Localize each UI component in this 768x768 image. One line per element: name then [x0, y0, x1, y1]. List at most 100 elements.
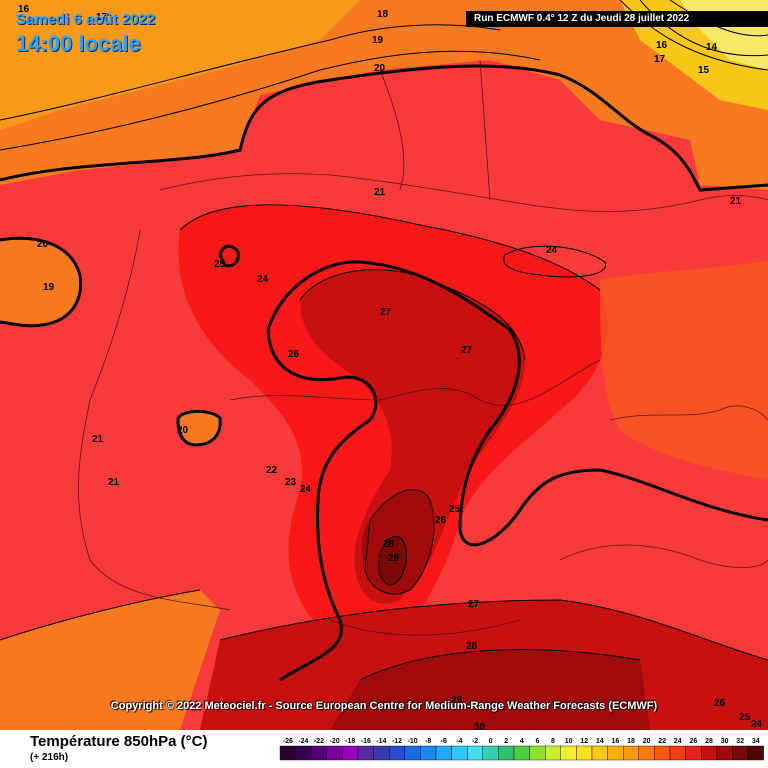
- legend-swatch: [357, 745, 374, 761]
- legend-tick-label: -18: [345, 738, 355, 745]
- legend-tick-label: -26: [283, 738, 293, 745]
- legend-swatch: [654, 745, 671, 761]
- isotherm-25-inner: [266, 329, 378, 682]
- label-29-s: 29: [451, 695, 463, 706]
- legend-swatch: [404, 745, 421, 761]
- legend-swatch: [466, 745, 483, 761]
- legend-swatch: [669, 745, 686, 761]
- legend-tick-label: 2: [504, 738, 508, 745]
- legend-swatch: [513, 745, 530, 761]
- legend-swatch: [311, 745, 328, 761]
- legend-swatch: [732, 745, 749, 761]
- legend-tick-label: -10: [408, 738, 418, 745]
- legend-swatch: [498, 745, 515, 761]
- temperature-map: 16 17 18 19 20 16 17 14 15 21 21 20 19 2…: [0, 0, 768, 730]
- legend-tick-label: 32: [736, 738, 744, 745]
- legend-swatch: [591, 745, 608, 761]
- legend-tick-label: -22: [314, 738, 324, 745]
- legend-tick-label: -4: [456, 738, 462, 745]
- isotherm-20-north: [0, 64, 768, 192]
- legend-tick-label: 12: [580, 738, 588, 745]
- label-24-a: 24: [257, 274, 269, 285]
- label-21-sw-b: 21: [108, 477, 120, 488]
- legend-tick-label: 20: [643, 738, 651, 745]
- label-21-mid: 21: [374, 187, 386, 198]
- label-24-c: 24: [300, 484, 312, 495]
- isotherm-20-west: [0, 236, 83, 328]
- field-east-orange: [600, 260, 768, 480]
- label-19-west: 19: [43, 282, 55, 293]
- legend-tick-label: 14: [596, 738, 604, 745]
- legend-swatch: [716, 745, 733, 761]
- label-21-east: 21: [730, 196, 742, 207]
- coastlines: [78, 59, 768, 636]
- run-info: Run ECMWF 0.4° 12 Z du Jeudi 28 juillet …: [466, 11, 768, 27]
- legend-tick-label: -16: [361, 738, 371, 745]
- field-core-27: [300, 269, 525, 604]
- label-24-se: 24: [751, 719, 763, 730]
- forecast-date: Samedi 6 août 2022: [16, 11, 156, 28]
- label-27-a: 27: [380, 307, 392, 318]
- legend-tick-label: 0: [489, 738, 493, 745]
- legend-tick-label: 22: [658, 738, 666, 745]
- legend-swatch: [529, 745, 546, 761]
- label-20-top: 20: [374, 63, 386, 74]
- legend-swatch: [638, 745, 655, 761]
- legend-tick-label: 8: [551, 738, 555, 745]
- legend-tick-label: -24: [298, 738, 308, 745]
- label-15-ne: 15: [698, 65, 710, 76]
- label-18-top: 18: [377, 9, 389, 20]
- legend-swatch: [560, 745, 577, 761]
- legend-tick-label: 24: [674, 738, 682, 745]
- legend-swatch: [326, 745, 343, 761]
- legend-tick-label: -8: [425, 738, 431, 745]
- label-27-b: 27: [461, 345, 473, 356]
- legend-swatch: [295, 745, 312, 761]
- isotherm-20-sw: [176, 410, 222, 447]
- legend-tick-label: 4: [520, 738, 524, 745]
- legend-swatch: [482, 745, 499, 761]
- label-23: 23: [285, 477, 297, 488]
- legend-swatch: [607, 745, 624, 761]
- field-west-blob: [0, 238, 81, 326]
- legend-tick-label: 6: [535, 738, 539, 745]
- forecast-lead: (+ 216h): [30, 752, 69, 763]
- field-south-30: [330, 649, 650, 730]
- label-27-s: 27: [468, 599, 480, 610]
- label-22: 22: [266, 465, 278, 476]
- label-25-c: 25: [449, 504, 461, 515]
- label-28: 28: [383, 539, 395, 550]
- label-20-west: 20: [37, 239, 49, 250]
- label-20-sw: 20: [177, 425, 189, 436]
- legend-tick-label: -12: [392, 738, 402, 745]
- label-16-ne: 16: [656, 40, 668, 51]
- label-16-tl: 16: [18, 4, 30, 15]
- legend-swatch: [451, 745, 468, 761]
- label-26-se: 26: [714, 698, 726, 709]
- isotherm-25: [266, 260, 768, 547]
- legend-tick-label: -2: [472, 738, 478, 745]
- legend-swatch: [747, 745, 764, 761]
- legend-tick-label: -20: [330, 738, 340, 745]
- label-28-s: 28: [466, 641, 478, 652]
- legend-tick-label: 18: [627, 738, 635, 745]
- color-legend: -26 -24 -22 -20 -18 -16 -14 -12 -10 -8 -6 -4 -2 0 2 4 6 8…: [279, 738, 764, 761]
- legend-swatch: [545, 745, 562, 761]
- field-sw-orange: [0, 590, 220, 730]
- legend-swatch: [701, 745, 718, 761]
- label-17-ne: 17: [654, 54, 666, 65]
- label-25: 25: [214, 259, 226, 270]
- legend-swatch: [342, 745, 359, 761]
- label-21-sw-a: 21: [92, 434, 104, 445]
- legend-tick-label: -14: [376, 738, 386, 745]
- legend-tick-label: -6: [441, 738, 447, 745]
- legend-tick-label: 16: [612, 738, 620, 745]
- field-north-lightorange: [0, 0, 360, 130]
- label-29: 29: [388, 553, 400, 564]
- legend-swatch: [388, 745, 405, 761]
- legend-swatch: [279, 745, 296, 761]
- legend-swatch: [373, 745, 390, 761]
- forecast-time: 14:00 locale: [16, 31, 141, 56]
- copyright-text: Copyright © 2022 Meteociel.fr - Source E…: [110, 700, 658, 712]
- legend-tick-label: 30: [721, 738, 729, 745]
